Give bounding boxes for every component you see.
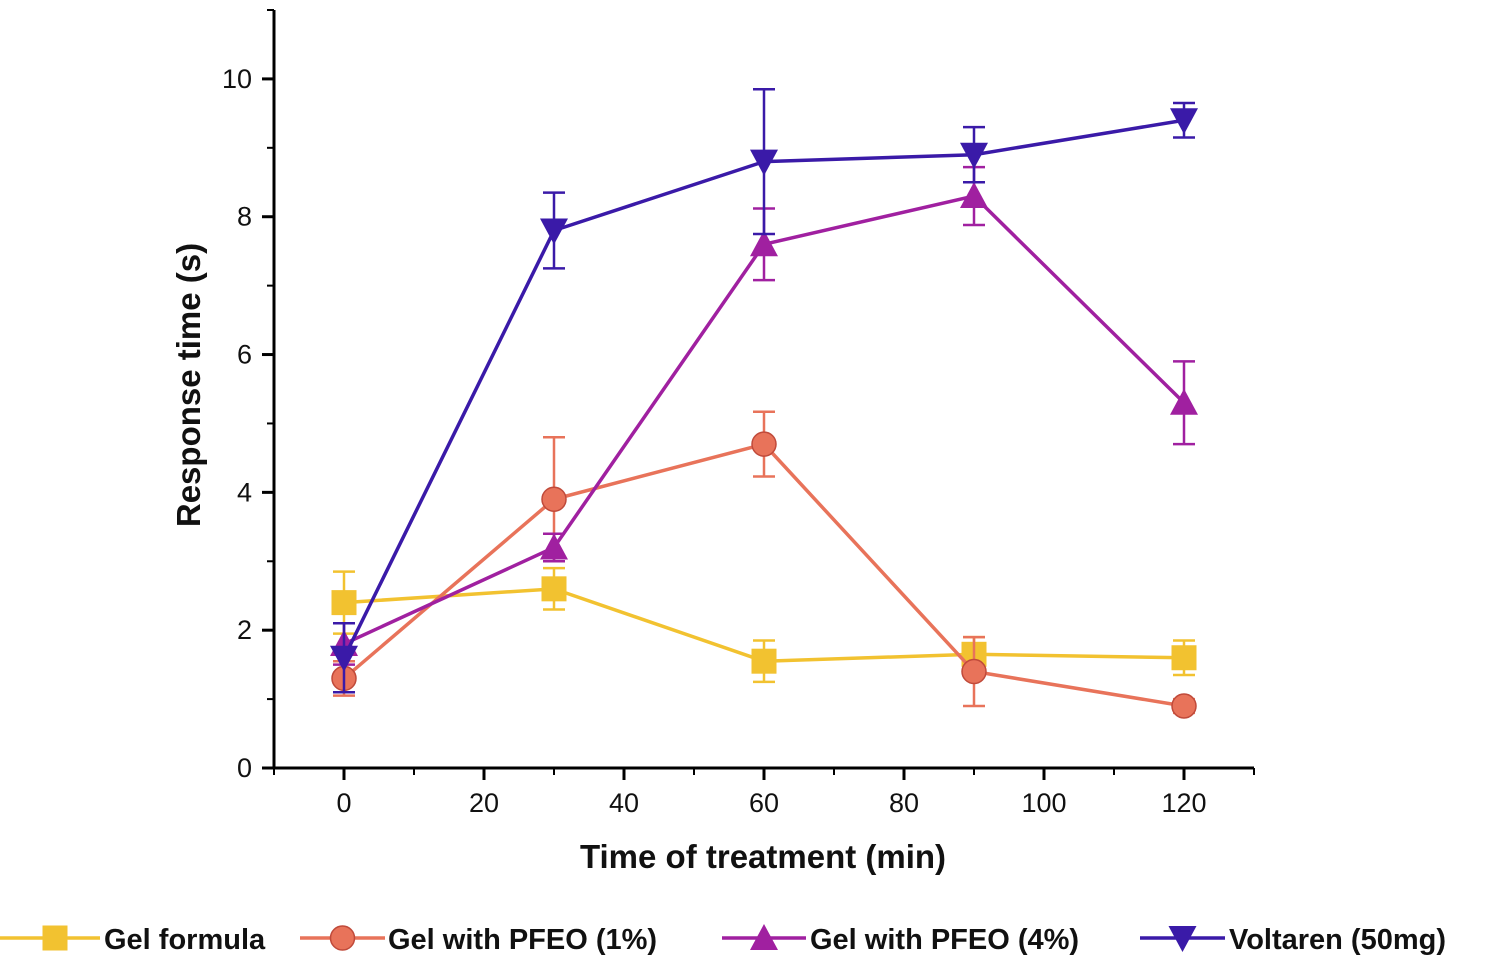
y-tick-label: 10 [222, 64, 252, 94]
x-tick-label: 20 [469, 788, 499, 818]
data-point [961, 658, 987, 685]
data-point [960, 182, 988, 209]
data-point [751, 431, 777, 457]
series-2 [331, 410, 1197, 719]
data-point [750, 230, 778, 257]
legend-marker [329, 925, 356, 951]
plot-area [330, 87, 1198, 719]
data-point [540, 533, 568, 560]
legend-item-3: Gel with PFEO (4%) [722, 924, 1079, 956]
x-tick-label: 100 [1021, 788, 1066, 818]
data-point [540, 218, 568, 245]
legend-marker [42, 925, 68, 951]
legend-label: Voltaren (50mg) [1229, 924, 1446, 956]
legend: Gel formula Gel with PFEO (1%) Gel with PF… [0, 924, 1446, 956]
x-tick-label: 80 [889, 788, 919, 818]
y-axis-title: Response time (s) [170, 243, 207, 527]
x-tick-label: 60 [749, 788, 779, 818]
legend-marker [750, 924, 778, 950]
legend-label: Gel formula [104, 924, 266, 956]
data-point [1170, 108, 1198, 135]
data-point [541, 486, 567, 513]
data-point [541, 576, 567, 602]
legend-item-1: Gel formula [0, 924, 266, 956]
legend-marker [1168, 926, 1197, 952]
data-point [960, 142, 988, 169]
legend-item-4: Voltaren (50mg) [1140, 924, 1446, 956]
y-tick-label: 6 [237, 340, 252, 370]
data-point [1171, 693, 1197, 719]
data-point [1170, 388, 1198, 415]
legend-label: Gel with PFEO (1%) [388, 924, 657, 956]
y-tick-label: 2 [237, 615, 252, 645]
data-point [330, 645, 358, 672]
x-axis-title: Time of treatment (min) [580, 838, 946, 875]
data-point [751, 648, 777, 674]
x-tick-label: 40 [609, 788, 639, 818]
data-point [750, 149, 778, 176]
series-1 [331, 566, 1197, 684]
y-tick-label: 0 [237, 753, 252, 783]
x-tick-label: 120 [1161, 788, 1206, 818]
series-3 [330, 165, 1198, 666]
y-tick-label: 8 [237, 202, 252, 232]
data-point [1171, 645, 1197, 671]
legend-item-2: Gel with PFEO (1%) [300, 924, 657, 956]
legend-label: Gel with PFEO (4%) [810, 924, 1079, 956]
series-4 [330, 87, 1198, 694]
x-tick-label: 0 [336, 788, 351, 818]
axes: 0 20 40 60 80 100 120 0 2 4 6 8 10 [222, 9, 1255, 818]
y-tick-label: 4 [237, 477, 252, 507]
data-point [331, 590, 357, 616]
